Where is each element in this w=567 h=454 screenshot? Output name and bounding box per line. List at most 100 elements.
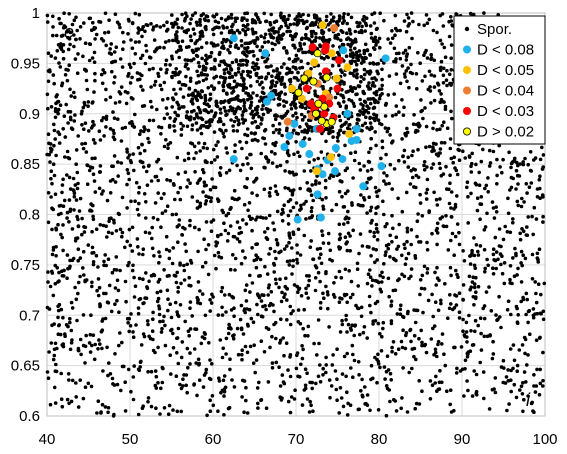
spor-point: [466, 388, 470, 393]
spor-point: [283, 20, 288, 25]
spor-point: [212, 130, 217, 134]
spor-point: [525, 363, 529, 367]
spor-point: [104, 117, 109, 121]
spor-point: [290, 34, 295, 39]
spor-point: [128, 243, 133, 248]
spor-point: [165, 112, 170, 116]
spor-point: [368, 52, 372, 57]
spor-point: [120, 364, 125, 369]
spor-point: [150, 105, 154, 109]
spor-point: [205, 102, 210, 107]
spor-point: [114, 255, 119, 259]
spor-point: [304, 26, 309, 31]
spor-point: [62, 114, 67, 118]
point-d-0-02: [313, 49, 322, 58]
spor-point: [412, 113, 416, 117]
spor-point: [101, 68, 105, 72]
spor-point: [60, 183, 65, 187]
spor-point: [475, 196, 480, 200]
spor-point: [244, 283, 249, 287]
x-tick-label: 40: [39, 431, 56, 448]
spor-point: [106, 405, 111, 410]
spor-point: [384, 413, 389, 418]
spor-point: [389, 319, 394, 323]
spor-point: [261, 112, 266, 117]
spor-point: [76, 217, 80, 222]
spor-point: [215, 155, 220, 159]
spor-point: [107, 18, 111, 23]
spor-point: [271, 130, 276, 135]
spor-point: [368, 121, 373, 125]
spor-point: [482, 316, 487, 321]
spor-point: [385, 129, 390, 134]
spor-point: [357, 251, 361, 256]
spor-point: [84, 150, 89, 154]
spor-point: [106, 373, 110, 378]
spor-point: [171, 23, 176, 28]
spor-point: [126, 156, 130, 160]
spor-point: [152, 254, 156, 258]
spor-point: [424, 13, 429, 17]
spor-point: [388, 133, 392, 137]
spor-point: [538, 367, 542, 372]
spor-point: [51, 293, 56, 298]
spor-point: [395, 247, 399, 251]
point-d-0-03: [306, 99, 315, 108]
spor-point: [63, 155, 67, 159]
spor-point: [367, 294, 372, 299]
spor-point: [228, 44, 233, 48]
spor-point: [322, 296, 326, 301]
spor-point: [375, 26, 379, 31]
spor-point: [232, 111, 237, 116]
spor-point: [317, 256, 322, 260]
spor-point: [63, 334, 67, 339]
spor-point: [333, 95, 338, 100]
spor-point: [56, 315, 60, 320]
spor-point: [276, 96, 281, 101]
spor-point: [102, 134, 106, 138]
spor-point: [183, 11, 188, 15]
spor-point: [282, 45, 287, 50]
spor-point: [375, 62, 379, 66]
spor-point: [309, 193, 314, 197]
spor-point: [214, 25, 219, 30]
spor-point: [321, 291, 325, 296]
spor-point: [374, 248, 379, 252]
spor-point: [255, 44, 259, 49]
spor-point: [472, 285, 477, 290]
spor-point: [164, 234, 169, 239]
spor-point: [378, 273, 383, 278]
spor-point: [337, 300, 342, 305]
spor-point: [240, 357, 244, 362]
spor-point: [81, 54, 85, 59]
spor-point: [309, 209, 314, 214]
spor-point: [188, 21, 192, 26]
spor-point: [82, 273, 86, 277]
spor-point: [453, 234, 458, 239]
spor-point: [198, 37, 202, 41]
spor-point: [337, 222, 342, 227]
spor-point: [156, 296, 161, 301]
spor-point: [286, 368, 290, 372]
spor-point: [222, 59, 226, 63]
spor-point: [137, 297, 142, 302]
legend-label: D < 0.03: [477, 103, 534, 120]
spor-point: [204, 77, 209, 81]
spor-point: [300, 105, 305, 109]
spor-point: [150, 246, 155, 251]
point-d-0-08: [229, 34, 238, 43]
spor-point: [512, 358, 517, 363]
spor-point: [322, 57, 326, 61]
spor-point: [264, 19, 269, 24]
spor-point: [190, 48, 195, 53]
spor-point: [47, 350, 51, 354]
spor-point: [228, 357, 232, 362]
spor-point: [57, 61, 61, 65]
spor-point: [419, 286, 424, 291]
spor-point: [238, 168, 243, 173]
spor-point: [469, 170, 474, 174]
spor-point: [234, 43, 238, 47]
spor-point: [219, 16, 224, 21]
spor-point: [359, 102, 363, 106]
spor-point: [485, 334, 490, 339]
